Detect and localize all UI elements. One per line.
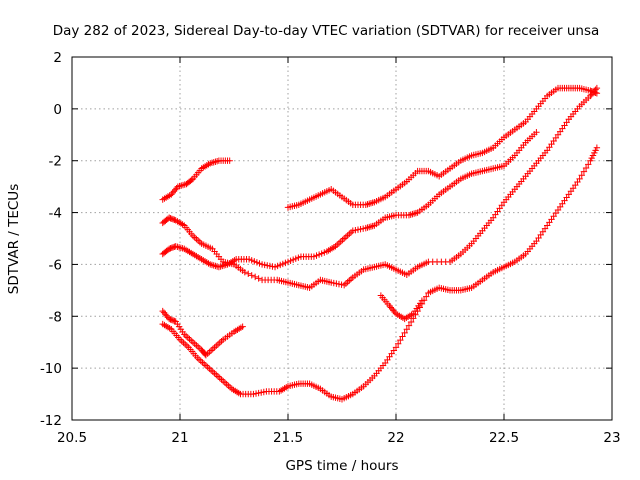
data-point <box>239 323 246 330</box>
data-point <box>403 326 410 333</box>
data-point <box>580 168 588 175</box>
data-point <box>576 175 583 183</box>
x-axis-label: GPS time / hours <box>285 458 398 474</box>
y-tick-label: -12 <box>40 413 62 429</box>
series-arc-c <box>159 128 540 271</box>
data-point <box>171 317 178 325</box>
y-tick-label: -10 <box>40 361 62 377</box>
data-point <box>593 144 601 151</box>
data-point <box>255 275 262 282</box>
series-arc-f <box>284 84 601 211</box>
data-point <box>394 340 402 347</box>
data-point <box>226 157 233 164</box>
y-tick-label: -6 <box>49 257 62 273</box>
data-point <box>248 272 255 279</box>
data-point <box>401 329 408 337</box>
data-point <box>407 318 415 326</box>
series-arc-a <box>159 157 233 203</box>
data-point <box>593 90 601 97</box>
series-arc-e <box>159 144 601 403</box>
data-point <box>171 216 178 224</box>
plot-frame <box>71 56 613 421</box>
x-tick-label: 21.5 <box>273 430 303 446</box>
data-point <box>533 128 540 136</box>
x-tick-label: 23 <box>603 430 620 446</box>
data-point <box>405 322 413 329</box>
data-point <box>241 269 248 276</box>
y-axis-label: SDTVAR / TECUs <box>6 184 22 294</box>
series-arc-d <box>159 307 246 359</box>
series-arc-b <box>159 84 601 291</box>
data-point <box>582 164 590 172</box>
x-tick-label: 21 <box>171 430 188 446</box>
y-tick-label: -2 <box>49 154 62 170</box>
data-point <box>399 333 406 340</box>
x-tick-label: 20.5 <box>57 430 87 446</box>
y-tick-label: -8 <box>49 309 62 325</box>
series-arc-g <box>377 292 426 323</box>
data-point <box>578 172 585 179</box>
data-point <box>397 336 404 344</box>
y-tick-label: -4 <box>49 206 62 222</box>
x-tick-label: 22 <box>387 430 404 446</box>
data-point <box>251 273 259 281</box>
y-tick-labels: 2 0 -2 -4 -6 -8 -10 -12 <box>40 50 62 429</box>
axis-ticks <box>71 56 613 421</box>
data-markers <box>159 84 601 403</box>
data-point <box>592 89 599 96</box>
x-tick-label: 22.5 <box>489 430 519 446</box>
data-point <box>188 176 195 184</box>
data-point <box>392 344 400 351</box>
data-point <box>245 270 252 277</box>
data-point <box>585 161 592 168</box>
chart-title: Day 282 of 2023, Sidereal Day-to-day VTE… <box>53 23 600 39</box>
y-tick-label: 2 <box>53 50 62 66</box>
y-tick-label: 0 <box>53 102 62 118</box>
grid-lines <box>72 57 612 420</box>
data-point <box>423 293 430 300</box>
data-point <box>418 297 426 304</box>
x-tick-labels: 20.5 21 21.5 22 22.5 23 <box>57 430 621 446</box>
